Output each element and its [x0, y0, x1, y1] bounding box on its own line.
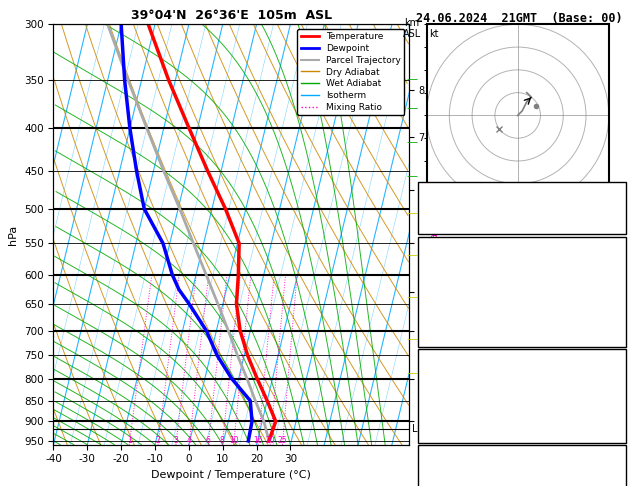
- Text: SREH: SREH: [423, 474, 448, 484]
- Legend: Temperature, Dewpoint, Parcel Trajectory, Dry Adiabat, Wet Adiabat, Isotherm, Mi: Temperature, Dewpoint, Parcel Trajectory…: [297, 29, 404, 115]
- Text: —: —: [406, 208, 418, 219]
- Text: kt: kt: [429, 29, 438, 39]
- Text: 2.02: 2.02: [596, 217, 621, 227]
- Text: -7: -7: [608, 458, 621, 468]
- Text: © weatheronline.co.uk: © weatheronline.co.uk: [460, 470, 584, 480]
- Text: 59: 59: [608, 410, 621, 420]
- Text: 20: 20: [265, 435, 275, 445]
- Text: 16: 16: [253, 435, 263, 445]
- Text: Lifted Index: Lifted Index: [423, 297, 498, 308]
- Text: 15: 15: [608, 185, 621, 195]
- Text: 60: 60: [608, 313, 621, 324]
- Text: 340: 340: [602, 426, 621, 436]
- Text: —: —: [406, 293, 418, 303]
- Text: —: —: [406, 137, 418, 147]
- Text: 6: 6: [206, 435, 211, 445]
- Text: CIN (J): CIN (J): [423, 426, 467, 436]
- Text: Hodograph: Hodograph: [494, 447, 550, 457]
- Text: Most Unstable: Most Unstable: [481, 350, 563, 361]
- Title: 39°04'N  26°36'E  105m  ASL: 39°04'N 26°36'E 105m ASL: [131, 9, 331, 22]
- Text: Surface: Surface: [500, 238, 544, 248]
- Text: Pressure (mb): Pressure (mb): [423, 362, 504, 372]
- Text: 25: 25: [277, 435, 287, 445]
- Text: —: —: [406, 171, 418, 181]
- Text: 10: 10: [229, 435, 238, 445]
- Y-axis label: Mixing Ratio (g/kg): Mixing Ratio (g/kg): [430, 189, 440, 280]
- Text: Dewp (°C): Dewp (°C): [423, 265, 479, 276]
- Text: 900: 900: [602, 362, 621, 372]
- Text: 3: 3: [174, 435, 178, 445]
- Text: EH: EH: [423, 458, 436, 468]
- Text: LCL: LCL: [413, 424, 430, 434]
- Text: 24.06.2024  21GMT  (Base: 00): 24.06.2024 21GMT (Base: 00): [416, 12, 623, 25]
- Text: 0: 0: [615, 297, 621, 308]
- Y-axis label: hPa: hPa: [8, 225, 18, 244]
- Text: —: —: [406, 104, 418, 113]
- Text: PW (cm): PW (cm): [423, 217, 467, 227]
- Text: 939: 939: [602, 330, 621, 340]
- Text: 4: 4: [187, 435, 191, 445]
- Text: CAPE (J): CAPE (J): [423, 410, 473, 420]
- Text: θₑ (K): θₑ (K): [423, 378, 461, 388]
- Text: 47: 47: [608, 201, 621, 211]
- Text: km
ASL: km ASL: [403, 18, 421, 39]
- Text: Totals Totals: Totals Totals: [423, 201, 504, 211]
- Text: —: —: [406, 74, 418, 84]
- Text: 333: 333: [602, 378, 621, 388]
- Text: 1: 1: [127, 435, 131, 445]
- Text: 23.4: 23.4: [596, 249, 621, 260]
- Text: —: —: [406, 368, 418, 378]
- Text: CAPE (J): CAPE (J): [423, 313, 473, 324]
- Text: 2: 2: [155, 435, 160, 445]
- Text: 8: 8: [220, 435, 225, 445]
- Text: 17.3: 17.3: [596, 265, 621, 276]
- Text: 333: 333: [602, 281, 621, 292]
- Text: θₑ(K): θₑ(K): [423, 281, 455, 292]
- Text: —: —: [406, 250, 418, 260]
- Text: Lifted Index: Lifted Index: [423, 394, 498, 404]
- Text: Temp (°C): Temp (°C): [423, 249, 479, 260]
- Text: -2: -2: [608, 474, 621, 484]
- Text: CIN (J): CIN (J): [423, 330, 467, 340]
- X-axis label: Dewpoint / Temperature (°C): Dewpoint / Temperature (°C): [151, 470, 311, 480]
- Text: K: K: [423, 185, 430, 195]
- Text: —: —: [406, 334, 418, 345]
- Text: 1: 1: [615, 394, 621, 404]
